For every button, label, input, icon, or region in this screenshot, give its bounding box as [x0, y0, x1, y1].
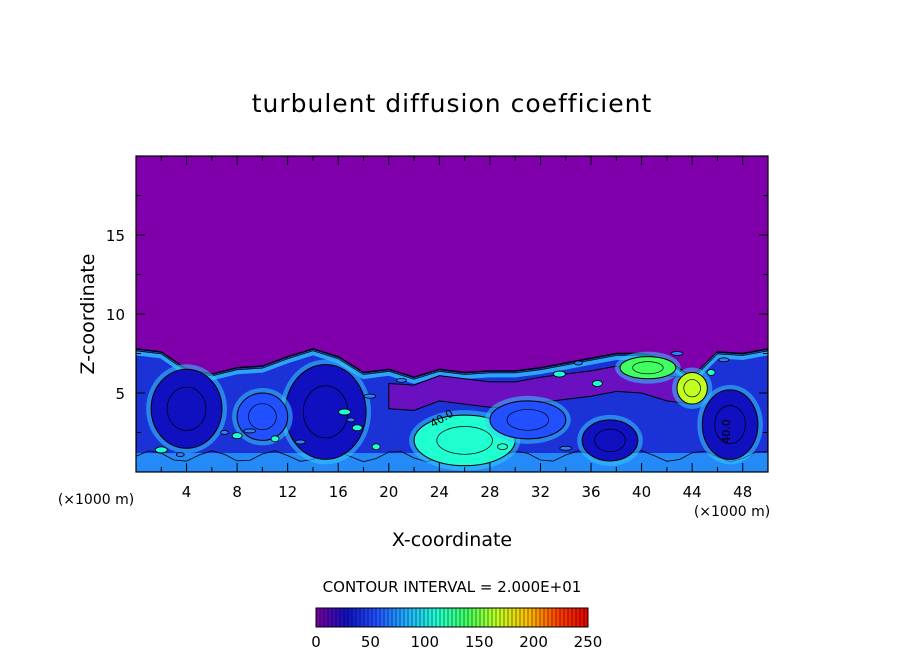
x-axis-ticks: 4 8 12 16 20 24 28 32 36 40 44 48: [160, 156, 752, 501]
turbulent-cell: [718, 357, 730, 363]
x-tick-label: 20: [379, 483, 398, 501]
eddy-inner-contour: [594, 428, 626, 453]
turbulent-cell: [670, 351, 684, 356]
eddy-inner-contour: [248, 403, 277, 431]
z-unit-label: (×1000 m): [58, 492, 134, 508]
turbulent-cell: [243, 428, 257, 434]
eddy: [697, 384, 763, 465]
x-axis-title: X-coordinate: [392, 529, 512, 551]
plot-title: turbulent diffusion coefficient: [252, 89, 653, 118]
colorbar-tick-label: 150: [465, 633, 494, 651]
turbulent-cell: [175, 452, 185, 458]
x-tick-label: 44: [683, 483, 702, 501]
turbulent-cell: [154, 446, 168, 454]
x-tick-label: 4: [182, 483, 192, 501]
turbulent-cell: [270, 435, 280, 443]
x-tick-label: 48: [733, 483, 752, 501]
turbulent-cell: [706, 369, 716, 376]
x-unit-label: (×1000 m): [694, 504, 770, 520]
eddy-core: [581, 419, 639, 462]
colorbar-tick-label: 50: [361, 633, 380, 651]
x-tick-label: 8: [232, 483, 242, 501]
colorbar: 0 50 100 150 200 250: [311, 607, 602, 651]
colorbar-tick-label: 200: [519, 633, 548, 651]
y-tick-label: 15: [106, 227, 125, 245]
x-tick-label: 36: [581, 483, 600, 501]
turbulent-cell: [231, 432, 243, 440]
turbulent-cell: [559, 445, 573, 451]
eddy: [577, 414, 643, 466]
eddy-inner-contour: [632, 361, 664, 375]
turbulence-field: 40.040.0: [136, 348, 768, 472]
contour-interval-text: CONTOUR INTERVAL = 2.000E+01: [323, 578, 582, 596]
y-axis-title: Z-coordinate: [77, 254, 99, 375]
turbulent-cell: [553, 370, 566, 378]
turbulent-cell: [346, 417, 356, 423]
colorbar-tick-label: 250: [574, 633, 603, 651]
turbulent-cell: [220, 430, 229, 435]
turbulent-cell: [396, 377, 407, 383]
eddy-inner-contour: [714, 405, 746, 445]
eddy-inner-contour: [166, 386, 207, 431]
eddy-core: [619, 356, 677, 380]
eddy-core: [150, 368, 223, 449]
y-tick-label: 10: [106, 306, 125, 324]
eddy-core: [489, 400, 567, 440]
x-tick-label: 12: [278, 483, 297, 501]
eddy-core: [701, 389, 759, 460]
x-tick-label: 16: [329, 483, 348, 501]
eddy: [615, 351, 681, 384]
eddy-core: [676, 371, 708, 405]
eddy-core: [284, 364, 367, 460]
eddy-inner-contour: [683, 379, 701, 398]
eddy-inner-contour: [436, 426, 493, 455]
colorbar-tick-label: 100: [410, 633, 439, 651]
colorbar-stripes: [319, 608, 585, 627]
x-tick-label: 40: [632, 483, 651, 501]
eddy: [484, 395, 571, 444]
x-tick-label: 32: [531, 483, 550, 501]
turbulent-cell: [294, 439, 306, 445]
eddy-core: [236, 392, 289, 441]
turbulent-cell: [338, 408, 351, 416]
plot-area: 40.040.0: [136, 156, 768, 472]
contour-label: 40.0: [720, 419, 733, 444]
eddy-inner-contour: [506, 409, 550, 431]
eddy: [671, 367, 713, 410]
x-tick-label: 28: [480, 483, 499, 501]
eddy: [146, 364, 227, 454]
colorbar-frame: [315, 607, 589, 628]
turbulent-cell: [497, 443, 508, 451]
turbulent-cell: [371, 443, 381, 451]
turbulent-cell: [351, 424, 363, 432]
turbulent-cell: [591, 380, 603, 387]
colorbar-tick-label: 0: [311, 633, 321, 651]
turbulent-cell: [363, 393, 377, 399]
colorbar-labels: 0 50 100 150 200 250: [311, 633, 602, 651]
x-tick-label: 24: [430, 483, 449, 501]
turbulent-cell: [574, 360, 583, 366]
eddy: [280, 359, 372, 465]
y-axis-ticks: 5 10 15: [106, 195, 768, 433]
y-tick-label: 5: [115, 385, 125, 403]
